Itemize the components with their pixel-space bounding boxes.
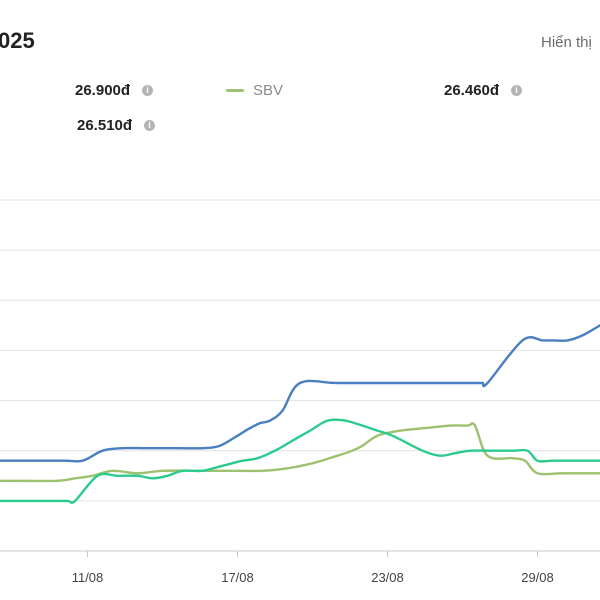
legend-line-swatch (226, 89, 244, 92)
grid-lines (0, 199, 600, 502)
series-line-sbv[interactable] (0, 422, 600, 483)
x-tick-label: 29/08 (521, 570, 554, 585)
legend-value: 26.900đ (75, 82, 131, 99)
x-axis: 11/08 17/08 23/08 29/08 (0, 550, 600, 585)
x-tick-label: 23/08 (371, 570, 404, 585)
series-line-blue[interactable] (0, 324, 600, 463)
legend-item-3: 26.460đ i (444, 82, 523, 99)
legend-item-1: 26.900đ i (75, 82, 154, 99)
x-tick-label: 17/08 (221, 570, 254, 585)
legend-item-4: 26.510đ i (77, 117, 156, 134)
legend-item-sbv[interactable]: SBV (226, 82, 283, 99)
legend-series-name: SBV (253, 82, 284, 99)
info-icon[interactable]: i (142, 85, 154, 96)
legend-value: 26.510đ (77, 117, 133, 134)
info-icon[interactable]: i (511, 85, 523, 96)
info-icon[interactable]: i (144, 120, 156, 131)
display-options-link[interactable]: Hiển thị (541, 34, 592, 51)
x-tick-label: 11/08 (72, 570, 104, 585)
series-lines[interactable] (0, 324, 600, 504)
series-line-teal[interactable] (0, 418, 600, 504)
legend-value: 26.460đ (444, 82, 500, 99)
chart-title: 025 (0, 28, 35, 53)
